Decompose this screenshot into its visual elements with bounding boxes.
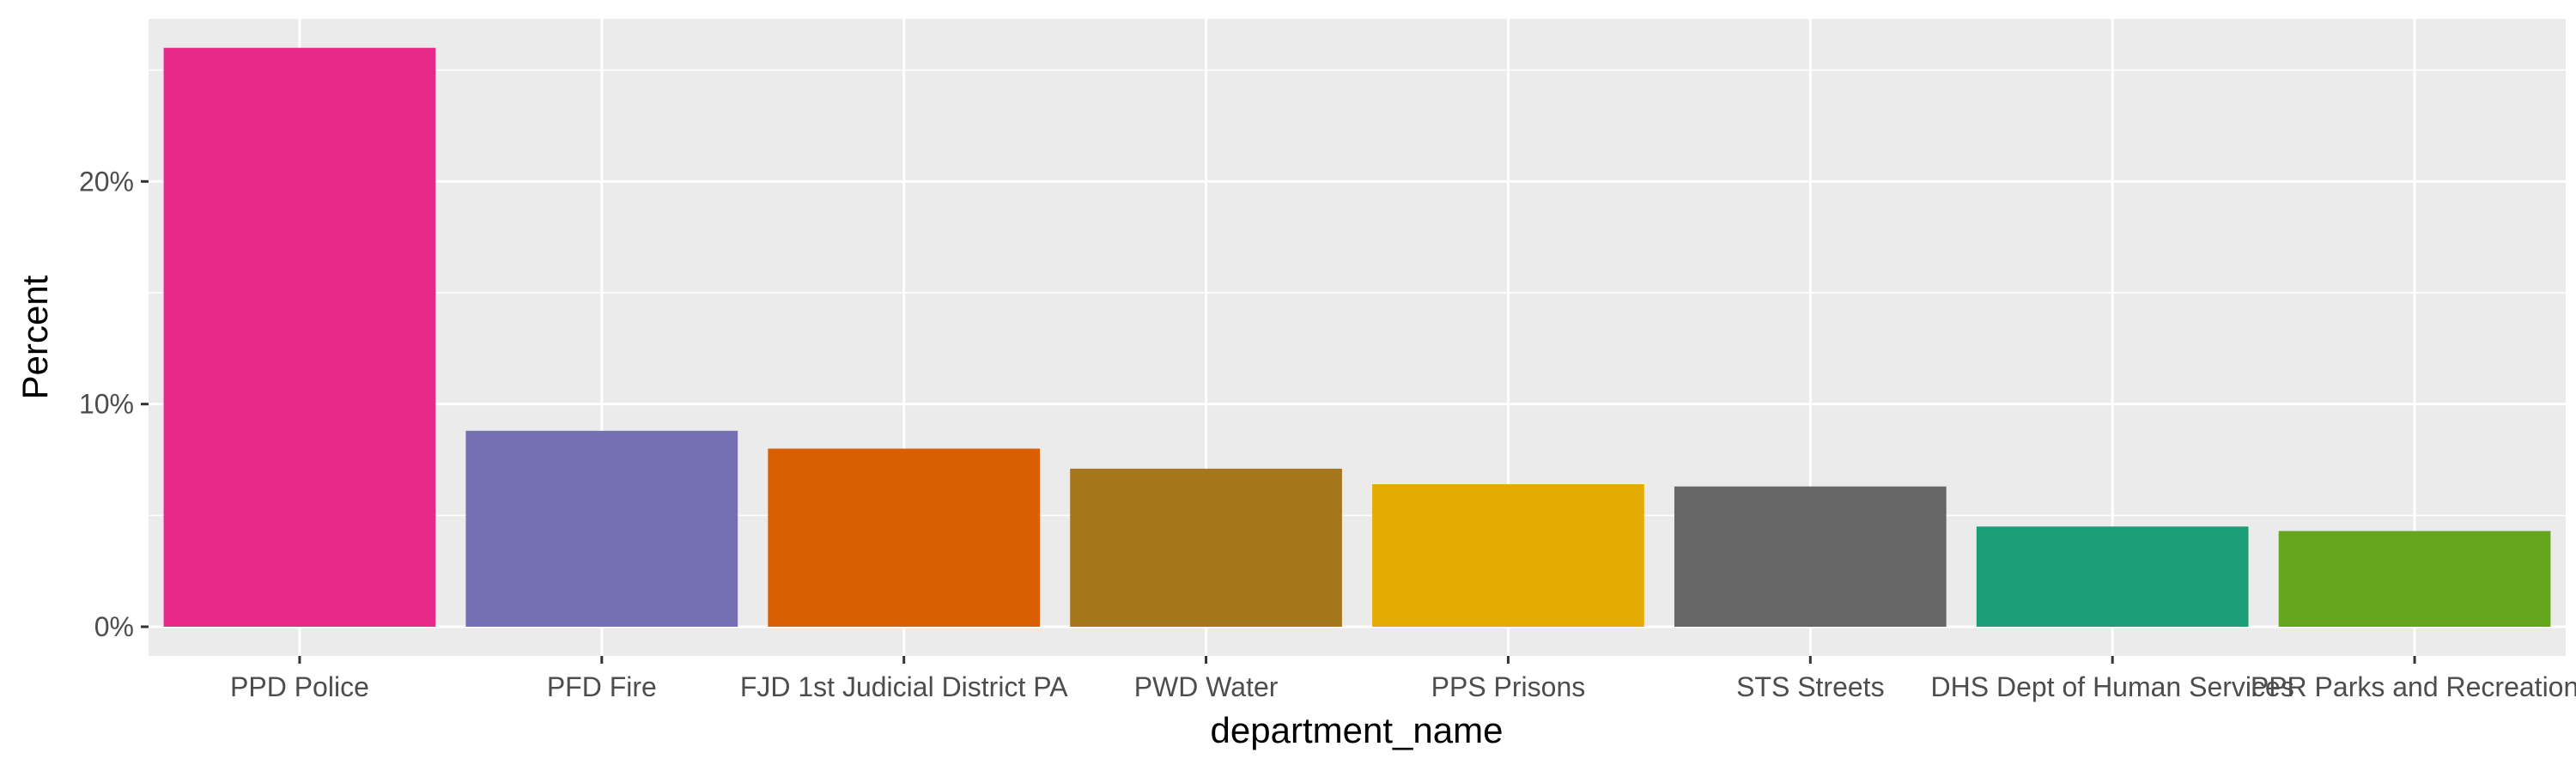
y-tick-label: 20% [79, 166, 134, 197]
y-axis-title: Percent [15, 275, 55, 399]
bars [163, 47, 2551, 627]
y-tick-label: 0% [94, 611, 134, 642]
x-tick-label: STS Streets [1736, 671, 1885, 702]
x-tick-label: PPS Prisons [1431, 671, 1586, 702]
x-tick-label: DHS Dept of Human Services [1931, 671, 2294, 702]
x-axis-title: department_name [1211, 710, 1504, 750]
bar [2278, 531, 2551, 627]
bar [1674, 486, 1947, 627]
bar [1976, 526, 2249, 627]
bar [465, 430, 738, 627]
x-tick-label: PPD Police [230, 671, 369, 702]
bar [1372, 484, 1644, 627]
bar [163, 47, 436, 627]
axes: 0% 10% 20% PPD Police PFD Fire FJD 1st Judici… [79, 166, 2576, 702]
x-tick-label: PWD Water [1134, 671, 1279, 702]
y-tick-label: 10% [79, 389, 134, 420]
x-tick-label: PFD Fire [547, 671, 657, 702]
x-tick-label: FJD 1st Judicial District PA [740, 671, 1068, 702]
x-tick-label: PPR Parks and Recreation [2251, 671, 2576, 702]
bar [768, 448, 1041, 627]
bar [1070, 468, 1342, 627]
